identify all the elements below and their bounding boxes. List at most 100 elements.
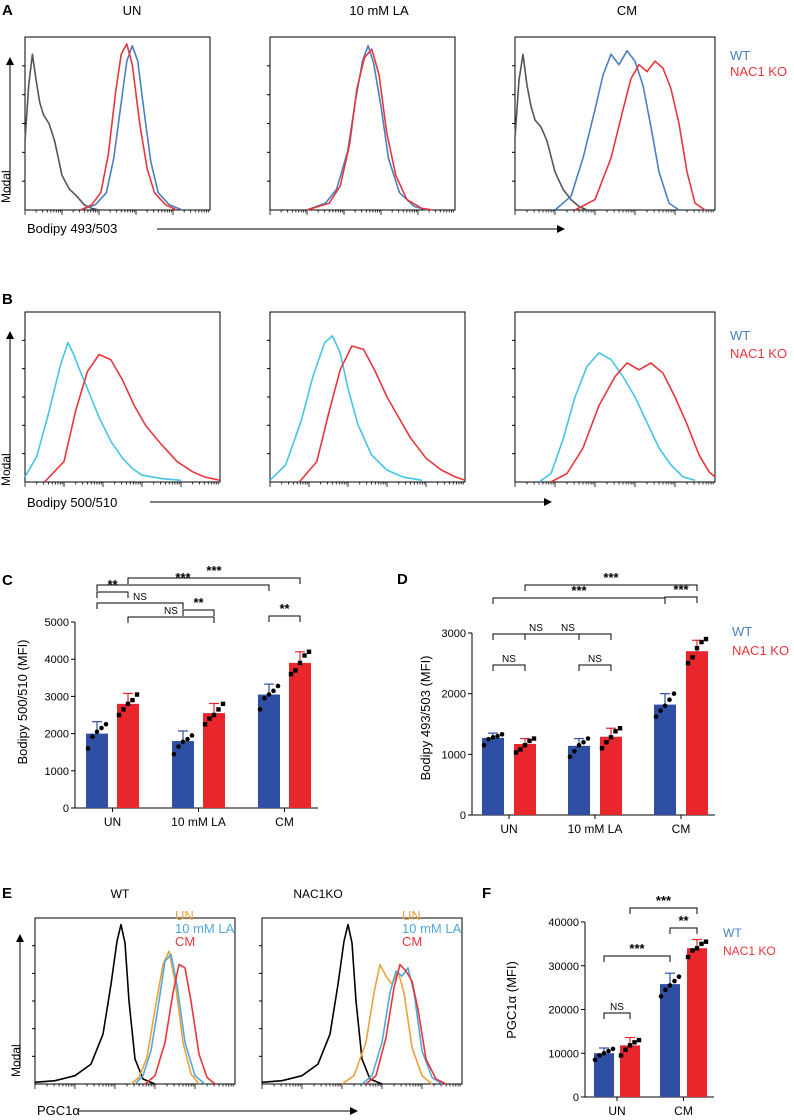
x-tick-label: UN (104, 815, 121, 829)
significance-label: ** (678, 913, 689, 928)
significance-bracket (603, 1012, 631, 1019)
data-point (216, 707, 221, 712)
histogram-a-un (22, 43, 209, 215)
histogram-curve-wt (554, 49, 680, 211)
y-tick-label: 0 (573, 1092, 579, 1104)
significance-label: NS (133, 592, 147, 603)
panel-f: F PGC1α (MFI) 0 10000 20000 30000 40000 UN CM N… (482, 885, 776, 1118)
significance-bracket (669, 927, 698, 934)
y-tick-label: 4000 (45, 654, 69, 666)
data-point (627, 1043, 633, 1048)
bar-wt (86, 733, 108, 808)
data-point (694, 645, 700, 651)
data-point (531, 736, 537, 741)
histogram-curve-10-mm-la (134, 953, 206, 1085)
significance-bracket (578, 664, 612, 671)
y-tick-label: 20000 (548, 1005, 579, 1017)
legend-wt: WT (730, 328, 750, 343)
histogram-curve-wt (306, 44, 428, 211)
legend-wt: WT (732, 624, 752, 639)
bar-chart-d: 0 1000 2000 3000 UN 10 mM LA CM NS NS *** NS NS *** *… (442, 570, 715, 836)
data-point (211, 712, 217, 718)
histogram-curve-10-mm-la (361, 966, 443, 1085)
panel-a-title-un: UN (123, 3, 142, 18)
significance-bracket (664, 596, 698, 603)
data-point (522, 743, 528, 748)
data-point (99, 725, 104, 731)
data-point (601, 1050, 607, 1056)
panel-a-plot-frame (24, 36, 211, 211)
histogram-curve-wt (538, 351, 696, 483)
data-point (185, 736, 190, 742)
data-point (572, 749, 577, 754)
data-point (606, 1048, 611, 1054)
histogram-curve-nac1-ko (80, 43, 178, 211)
y-tick-label: 0 (63, 803, 69, 815)
data-point (685, 954, 691, 960)
significance-label: ** (279, 601, 290, 616)
data-point (481, 742, 487, 748)
data-point (266, 692, 272, 697)
panel-e-title-nac1ko: NAC1KO (293, 887, 342, 901)
data-point (486, 736, 491, 742)
data-point (597, 1053, 602, 1058)
data-point (567, 754, 573, 760)
histogram-curve-nac1-ko (43, 353, 221, 483)
significance-label: *** (629, 941, 645, 956)
significance-bracket (96, 584, 270, 591)
significance-label: *** (673, 582, 689, 597)
data-point (623, 1047, 628, 1052)
data-point (703, 636, 709, 642)
data-point (667, 983, 673, 988)
legend-nac1ko: NAC1 KO (730, 346, 787, 361)
data-point (189, 733, 195, 738)
y-tick-label: 2000 (45, 729, 69, 741)
histogram-a-cm (512, 49, 714, 215)
legend-wt: WT (730, 48, 750, 63)
histogram-curve-nac1-ko (574, 60, 706, 211)
data-point (658, 994, 664, 999)
data-point (608, 735, 614, 740)
data-point (518, 747, 523, 752)
data-point (490, 735, 496, 740)
data-point (220, 701, 226, 707)
data-point (180, 739, 186, 745)
legend-wt: WT (723, 926, 742, 940)
data-point (121, 707, 126, 712)
data-point (676, 974, 682, 979)
bar-nac1-ko (289, 662, 311, 808)
significance-label: NS (164, 606, 178, 617)
data-point (207, 716, 212, 721)
panel-d-ylabel: Bodipy 493/503 (MFI) (418, 655, 433, 780)
bar-wt (482, 737, 504, 815)
histogram-curve-cm (144, 963, 216, 1085)
panel-d: D Bodipy 493/503 (MFI) 0 1000 2000 3000 UN 10… (397, 570, 789, 836)
data-point (690, 948, 695, 953)
data-point (176, 744, 181, 749)
data-point (275, 683, 281, 689)
histogram-curve-control (24, 53, 100, 211)
histogram-curve-isotype (261, 923, 383, 1085)
data-point (302, 653, 307, 658)
data-point (690, 655, 695, 660)
histogram-b-un (22, 339, 221, 487)
significance-bracket (492, 664, 526, 671)
y-tick-label: 1000 (45, 766, 69, 778)
bar-nac1-ko (514, 744, 536, 815)
bar-wt (172, 741, 194, 808)
histogram-curve-nac1-ko (306, 48, 433, 211)
histogram-curve-un (130, 950, 200, 1085)
histogram-curve-control (514, 53, 588, 211)
panel-b: B Modal Bodipy 500/510 WT NAC1 KO (0, 291, 787, 510)
panel-c: C Bodipy 500/510 (MFI) 0 1000 2000 3000 4000… (2, 563, 318, 829)
y-tick-label: 40000 (548, 917, 579, 929)
data-point (617, 726, 623, 731)
x-tick-label: CM (672, 822, 691, 836)
bar-wt (258, 694, 280, 808)
panel-e-legend-un: UN (402, 908, 421, 923)
data-point (581, 739, 586, 745)
significance-label: *** (603, 570, 619, 585)
data-point (130, 697, 135, 703)
data-point (663, 987, 668, 993)
